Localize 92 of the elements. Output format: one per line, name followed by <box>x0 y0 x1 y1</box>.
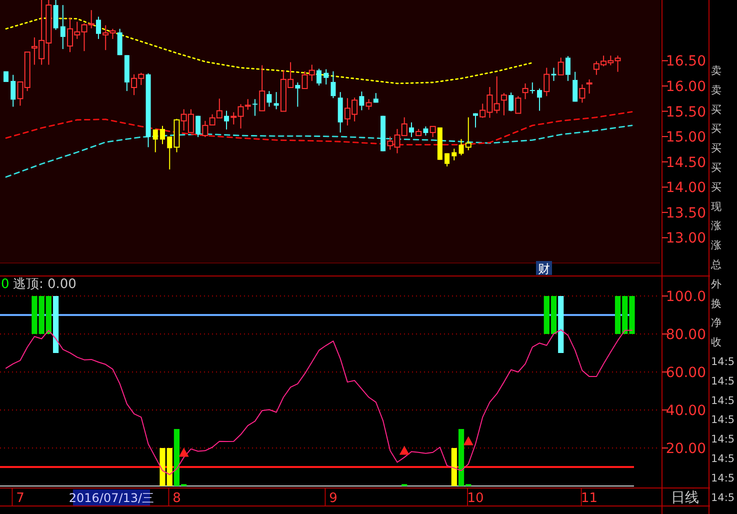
text: 14:5 <box>711 375 735 388</box>
candlestick <box>408 122 414 138</box>
candlestick <box>359 91 364 111</box>
candlestick <box>196 115 201 138</box>
candlestick <box>530 82 535 94</box>
candlestick <box>473 112 478 128</box>
x-tick-label: 9 <box>329 491 338 506</box>
text: 买 <box>711 104 722 116</box>
candlestick <box>259 64 266 112</box>
y-tick-label: 80.00 <box>666 327 706 343</box>
y-tick-label: 14.00 <box>666 180 706 196</box>
text: 涨 <box>711 220 722 232</box>
candlestick <box>295 82 300 108</box>
candlestick <box>10 74 16 108</box>
text: 买 <box>711 123 722 136</box>
bar <box>52 296 59 353</box>
annotation: 0 <box>1 277 10 292</box>
candlestick <box>565 56 570 82</box>
candlestick <box>558 57 564 76</box>
candlestick <box>444 152 450 167</box>
text: 14:5 <box>711 492 735 504</box>
text: 14:5 <box>711 394 735 407</box>
y-tick-label: 60.00 <box>666 365 706 381</box>
y-tick-label: 13.50 <box>666 205 706 222</box>
candlestick <box>96 16 101 40</box>
bar <box>451 448 457 486</box>
y-tick-label: 20.00 <box>666 441 706 457</box>
line-series <box>5 124 633 178</box>
y-tick-label: 40.00 <box>666 403 706 419</box>
x-tick-label: 11 <box>581 491 598 506</box>
candlestick <box>252 98 258 116</box>
candlestick <box>160 125 165 145</box>
text: 现 <box>711 200 722 213</box>
point <box>399 446 410 455</box>
x-tick-label: 8 <box>172 491 181 506</box>
y-tick-label: 16.50 <box>666 54 706 70</box>
text: 涨 <box>711 240 722 252</box>
y-tick-label: 15.50 <box>666 104 706 120</box>
candlestick <box>508 92 514 112</box>
candlestick <box>330 70 336 99</box>
text: 卖 <box>711 83 722 96</box>
text: 买 <box>711 142 722 155</box>
bar <box>558 296 564 353</box>
candlestick <box>544 67 550 97</box>
text: 总 <box>710 258 722 271</box>
line-series <box>5 18 534 84</box>
text: 日线 <box>671 490 699 506</box>
text: 14:5 <box>711 414 735 426</box>
y-tick-label: 13.00 <box>666 230 706 247</box>
candlestick <box>316 68 322 86</box>
point <box>463 436 474 446</box>
candlestick <box>586 78 592 94</box>
candlestick <box>117 28 122 56</box>
line-series <box>6 329 632 476</box>
text: 卖 <box>711 64 722 77</box>
candlestick <box>452 148 457 161</box>
candlestick <box>515 96 522 114</box>
y-tick-label: 14.50 <box>666 154 706 171</box>
candlestick <box>500 92 507 116</box>
annotation: 财 <box>538 262 550 276</box>
text: 换 <box>711 298 722 310</box>
candlestick <box>522 82 528 100</box>
candlestick <box>53 0 58 30</box>
y-tick-label: 100.0 <box>666 289 706 305</box>
text: 买 <box>711 162 722 174</box>
text: 买 <box>711 181 722 194</box>
candlestick <box>324 68 329 85</box>
candlestick <box>366 98 372 110</box>
candlestick <box>572 71 578 102</box>
text: 14:5 <box>711 356 735 368</box>
candlestick <box>430 126 436 138</box>
candlestick <box>537 88 542 112</box>
candlestick <box>551 67 556 82</box>
candlestick <box>224 110 230 130</box>
text: 14:5 <box>711 434 735 446</box>
x-tick-label: 10 <box>467 491 484 506</box>
chart-title: 逃顶: 0.00 <box>13 277 76 292</box>
text: 收 <box>711 336 722 349</box>
text: 净 <box>711 317 722 330</box>
x-tick-label: 7 <box>16 491 24 506</box>
text: 外 <box>711 278 722 290</box>
text: 14:5 <box>711 472 735 484</box>
candlestick <box>579 84 586 104</box>
candlestick <box>423 126 428 136</box>
text: 14:5 <box>711 453 735 465</box>
candlestick <box>152 128 158 153</box>
candlestick <box>266 90 272 108</box>
y-tick-label: 16.00 <box>666 78 706 95</box>
point <box>178 448 189 457</box>
y-tick-label: 15.00 <box>666 130 706 146</box>
candlestick <box>274 92 279 110</box>
candlestick <box>60 4 66 50</box>
